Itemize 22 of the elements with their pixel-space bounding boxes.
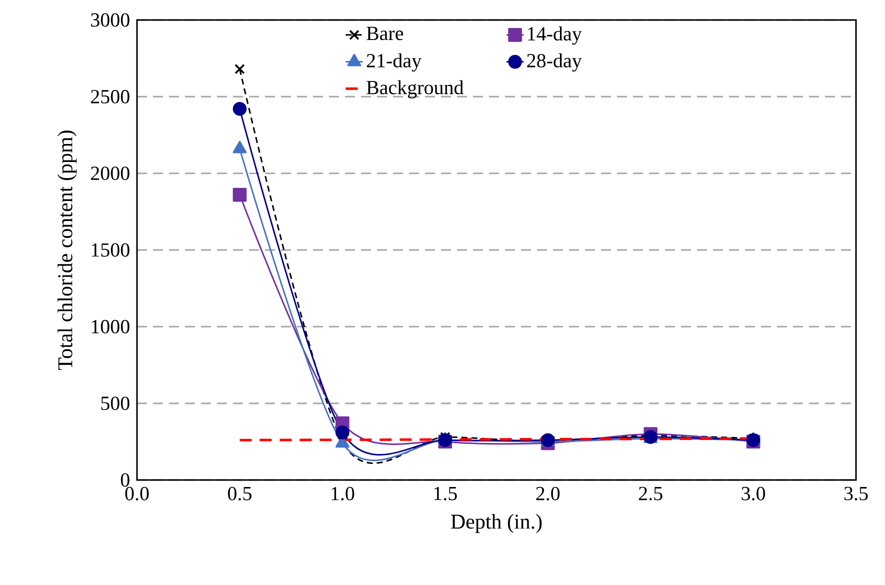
legend-label: 28-day [527,53,582,72]
legend-label: Background [366,80,464,98]
x-axis-title: Depth (in.) [451,514,542,534]
y-tick-label: 0 [120,473,130,487]
y-tick-label: 2500 [91,90,130,104]
x-tick-label: 0.5 [228,486,252,500]
y-axis-title: Total chloride content (ppm) [58,130,77,370]
y-tick-label: 2000 [91,166,130,180]
x-tick-label: 3.5 [844,486,868,500]
x-tick-label: 0.0 [125,486,149,500]
y-tick-label: 1500 [92,243,130,257]
y-tick-label: 3000 [91,13,130,27]
x-tick-label: 2.0 [536,486,560,500]
legend-label: Bare [366,26,404,40]
legend-label: 14-day [528,26,582,45]
legend-label: 21-day [366,53,422,72]
x-tick-label: 1.5 [434,486,457,500]
y-tick-label: 1000 [92,320,130,334]
x-tick-label: 1.0 [332,486,354,500]
x-tick-label: 3.0 [742,486,766,500]
y-tick-label: 500 [101,396,130,410]
x-tick-label: 2.5 [638,486,662,500]
